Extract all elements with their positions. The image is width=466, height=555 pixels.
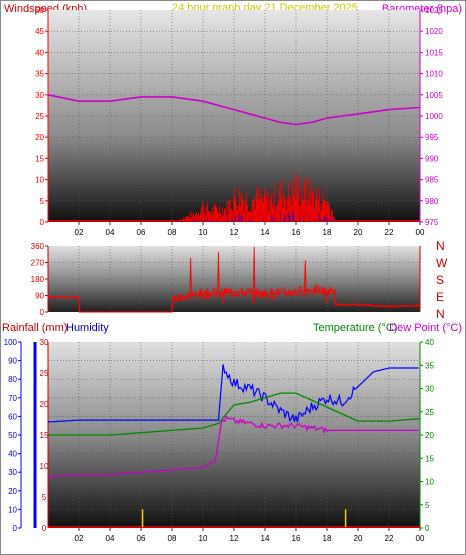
temperature-tick-label: 5 — [425, 501, 430, 510]
p1-xtick-label: 00 — [416, 228, 425, 237]
temperature-tick-label: 10 — [425, 478, 434, 487]
rainfall-tick-label: 10 — [40, 462, 49, 471]
p3-xtick-label: 20 — [354, 534, 363, 543]
humidity-tick-label: 10 — [8, 505, 17, 514]
p1-xtick-label: 18 — [323, 228, 332, 237]
rainfall-tick-label: 25 — [40, 369, 49, 378]
barometer-tick-label: 1020 — [425, 27, 443, 36]
p3-xtick-label: 06 — [137, 534, 146, 543]
dewpoint-line — [47, 414, 419, 478]
direction-tick-label: 0 — [40, 308, 45, 317]
humidity-tick-label: 60 — [8, 412, 17, 421]
windspeed-tick-label: 20 — [35, 133, 44, 142]
temperature-tick-label: 15 — [425, 454, 434, 463]
temperature-tick-label: 35 — [425, 361, 434, 370]
rainfall-axis-label: Rainfall (mm) — [2, 322, 67, 334]
windspeed-tick-label: 50 — [35, 6, 44, 15]
p3-xtick-label: 14 — [261, 534, 270, 543]
rainfall-tick-label: 5 — [42, 493, 47, 502]
humidity-tick-label: 70 — [8, 394, 17, 403]
humidity-tick-label: 40 — [8, 450, 17, 459]
windspeed-tick-label: 10 — [35, 176, 44, 185]
windspeed-tick-label: 35 — [35, 70, 44, 79]
windspeed-tick-label: 5 — [40, 197, 45, 206]
temperature-tick-label: 20 — [425, 431, 434, 440]
temperature-tick-label: 0 — [425, 524, 430, 533]
barometer-tick-label: 1025 — [425, 6, 443, 15]
direction-tick-label: 180 — [31, 275, 45, 284]
humidity-tick-label: 100 — [4, 338, 18, 347]
compass-label: S — [436, 273, 444, 287]
compass-label: N — [436, 239, 445, 253]
barometer-tick-label: 990 — [425, 154, 439, 163]
compass-label: N — [436, 307, 445, 321]
humidity-tick-label: 80 — [8, 375, 17, 384]
windspeed-tick-label: 30 — [35, 91, 44, 100]
p1-xtick-label: 20 — [354, 228, 363, 237]
p1-xtick-label: 10 — [199, 228, 208, 237]
barometer-tick-label: 1005 — [425, 91, 443, 100]
humidity-tick-label: 50 — [8, 431, 17, 440]
temperature-axis-label: Temperature (°C) — [313, 322, 397, 334]
p3-xtick-label: 12 — [230, 534, 239, 543]
p3-xtick-label: 16 — [292, 534, 301, 543]
barometer-tick-label: 1000 — [425, 112, 443, 121]
p3-xtick-label: 10 — [199, 534, 208, 543]
windspeed-tick-label: 0 — [40, 218, 45, 227]
rainfall-tick-label: 0 — [42, 524, 47, 533]
humidity-tick-label: 20 — [8, 487, 17, 496]
p1-xtick-label: 04 — [106, 228, 115, 237]
rainfall-tick-label: 20 — [40, 400, 49, 409]
p3-xtick-label: 08 — [168, 534, 177, 543]
windspeed-tick-label: 25 — [35, 112, 44, 121]
rainfall-tick-label: 30 — [40, 338, 49, 347]
windspeed-tick-label: 45 — [35, 27, 44, 36]
wind-direction-base — [48, 289, 421, 313]
windspeed-tick-label: 40 — [35, 48, 44, 57]
barometer-tick-label: 1010 — [425, 70, 443, 79]
barometer-tick-label: 1015 — [425, 48, 443, 57]
p1-xtick-label: 16 — [292, 228, 301, 237]
p1-xtick-label: 02 — [75, 228, 84, 237]
humidity-axis-label: Humidity — [66, 322, 109, 334]
humidity-tick-label: 0 — [13, 524, 18, 533]
direction-tick-label: 90 — [35, 292, 44, 301]
direction-tick-label: 360 — [31, 242, 45, 251]
p1-xtick-label: 06 — [137, 228, 146, 237]
barometer-tick-label: 975 — [425, 218, 439, 227]
barometer-tick-label: 985 — [425, 176, 439, 185]
humidity-tick-label: 90 — [8, 357, 17, 366]
temperature-tick-label: 30 — [425, 385, 434, 394]
direction-tick-label: 270 — [31, 259, 45, 268]
temperature-line — [48, 392, 421, 436]
p1-xtick-label: 08 — [168, 228, 177, 237]
barometer-tick-label: 995 — [425, 133, 439, 142]
rainfall-tick-label: 15 — [40, 431, 49, 440]
windspeed-tick-label: 15 — [35, 154, 44, 163]
p1-xtick-label: 14 — [261, 228, 270, 237]
p3-xtick-label: 02 — [75, 534, 84, 543]
humidity-tick-label: 30 — [8, 468, 17, 477]
temperature-tick-label: 25 — [425, 408, 434, 417]
barometer-line — [47, 94, 421, 126]
p1-xtick-label: 12 — [230, 228, 239, 237]
barometer-tick-label: 980 — [425, 197, 439, 206]
p3-xtick-label: 18 — [323, 534, 332, 543]
compass-label: E — [436, 290, 444, 304]
temperature-tick-label: 40 — [425, 338, 434, 347]
humidity-line — [47, 364, 419, 423]
p3-xtick-label: 04 — [106, 534, 115, 543]
compass-label: W — [436, 256, 448, 270]
p3-xtick-label: 00 — [416, 534, 425, 543]
p1-xtick-label: 22 — [385, 228, 394, 237]
p3-xtick-label: 22 — [385, 534, 394, 543]
dewpoint-axis-label: Dew Point (°C) — [389, 322, 462, 334]
